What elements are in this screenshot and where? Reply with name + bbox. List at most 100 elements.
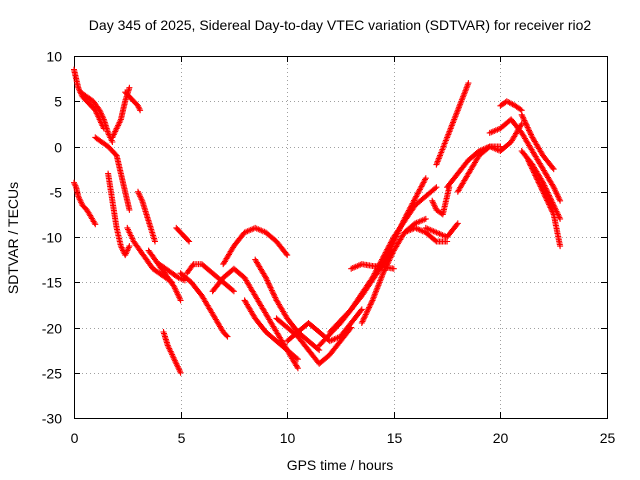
series-arc14 xyxy=(177,270,231,340)
data-point xyxy=(283,250,290,257)
data-point xyxy=(388,251,395,258)
data-point xyxy=(531,169,537,176)
data-point xyxy=(529,166,536,173)
data-point xyxy=(541,191,548,198)
data-point xyxy=(385,258,392,265)
data-point xyxy=(189,262,196,269)
data-point xyxy=(530,168,537,175)
data-point xyxy=(386,257,393,264)
data-point xyxy=(411,196,418,203)
data-point xyxy=(422,175,429,182)
y-tick-label: -5 xyxy=(50,185,63,201)
data-point xyxy=(550,166,557,173)
series-arc33 xyxy=(497,98,525,114)
data-point xyxy=(538,184,545,191)
data-point xyxy=(366,303,373,309)
y-tick-label: -25 xyxy=(42,366,62,382)
data-point xyxy=(362,311,369,318)
data-point xyxy=(534,176,541,183)
data-point xyxy=(528,164,535,170)
data-point xyxy=(548,207,555,214)
data-point xyxy=(546,201,553,208)
data-point xyxy=(532,172,539,179)
series-arc12 xyxy=(160,329,184,376)
data-point xyxy=(270,291,277,298)
data-point xyxy=(522,118,529,125)
series-arc30 xyxy=(433,80,472,168)
data-point xyxy=(544,198,551,205)
series-arc6 xyxy=(122,89,144,114)
data-point xyxy=(422,215,429,222)
data-point xyxy=(548,198,555,205)
series-arc24 xyxy=(358,215,429,326)
data-point xyxy=(547,195,554,202)
x-tick-label: 10 xyxy=(280,430,296,446)
data-point xyxy=(418,183,425,190)
data-point xyxy=(368,298,375,305)
series-arc29 xyxy=(444,120,525,191)
data-point xyxy=(380,270,387,277)
series-arc7 xyxy=(105,170,133,259)
y-tick-label: 0 xyxy=(54,140,62,156)
data-point xyxy=(497,143,504,150)
data-point xyxy=(266,283,273,290)
data-point xyxy=(518,120,525,127)
series-arc19 xyxy=(241,297,301,363)
data-point xyxy=(536,182,543,189)
data-point xyxy=(264,279,271,285)
data-point xyxy=(137,107,144,114)
data-point xyxy=(523,121,530,128)
data-point xyxy=(185,237,192,244)
data-point xyxy=(557,215,564,222)
data-point xyxy=(373,267,380,274)
x-axis-label: GPS time / hours xyxy=(287,457,394,473)
series-arc13 xyxy=(173,224,193,245)
y-tick-label: -30 xyxy=(42,411,62,427)
data-point xyxy=(364,307,371,314)
data-point xyxy=(387,254,394,261)
data-point xyxy=(92,221,99,228)
series-arc32 xyxy=(486,116,564,204)
data-point xyxy=(526,127,532,134)
data-point xyxy=(271,293,278,300)
series-arc5 xyxy=(109,84,133,141)
series-arc28 xyxy=(429,184,453,218)
data-point xyxy=(549,164,556,171)
data-point xyxy=(517,106,524,113)
data-point xyxy=(432,237,439,244)
data-point xyxy=(389,250,396,257)
x-tick-label: 20 xyxy=(493,430,509,446)
data-point xyxy=(223,332,230,339)
data-point xyxy=(368,300,375,307)
data-point xyxy=(416,187,423,194)
series-arc15 xyxy=(184,261,237,295)
data-point xyxy=(526,128,533,135)
series-arc25 xyxy=(348,261,397,272)
data-point xyxy=(268,287,275,294)
data-point xyxy=(454,220,461,227)
data-point xyxy=(362,312,369,319)
x-tick-label: 25 xyxy=(600,430,616,446)
y-tick-label: -20 xyxy=(42,321,62,337)
data-point xyxy=(543,196,550,203)
data-point xyxy=(549,199,556,206)
data-point xyxy=(527,161,534,168)
data-point xyxy=(315,346,321,353)
data-point xyxy=(520,114,527,121)
data-point xyxy=(357,307,364,314)
data-point xyxy=(363,310,370,317)
series-arc17 xyxy=(220,224,291,268)
data-point xyxy=(540,190,547,197)
data-point xyxy=(540,189,547,196)
data-point xyxy=(126,243,133,250)
data-point xyxy=(550,200,556,207)
data-point xyxy=(126,84,133,91)
series-arc18 xyxy=(252,256,323,354)
series-arc11 xyxy=(156,261,188,284)
data-point xyxy=(112,151,119,158)
x-tick-label: 0 xyxy=(71,430,79,446)
data-point xyxy=(521,117,528,124)
data-point xyxy=(229,287,236,294)
data-point xyxy=(544,197,551,204)
